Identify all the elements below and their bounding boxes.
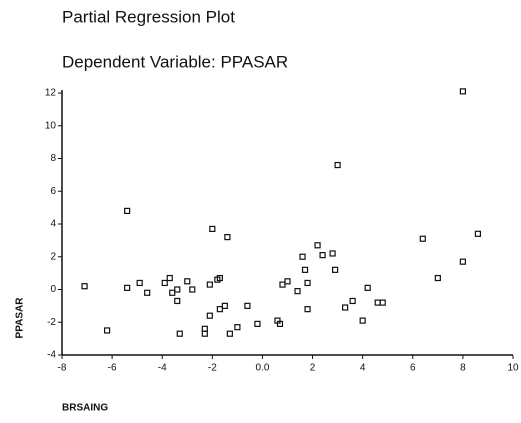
y-tick-label: 8 [50,153,56,164]
x-axis-label: BRSAING [62,403,108,414]
data-point [419,235,426,242]
y-tick-label: -4 [47,350,56,361]
x-tick-label: 10 [507,363,519,374]
data-point [169,289,176,296]
y-tick-label: 2 [50,251,56,262]
chart-subtitle: Dependent Variable: PPASAR [62,52,288,71]
data-point [299,253,306,260]
y-tick-label: 6 [50,186,56,197]
data-point [254,320,261,327]
data-point [124,207,131,214]
data-point [359,317,366,324]
data-point [459,258,466,265]
y-tick-label: 0 [50,284,56,295]
data-point [216,306,223,313]
data-point [206,281,213,288]
data-point [176,330,183,337]
x-tick-label: 8 [460,363,466,374]
data-point [301,266,309,273]
data-point [379,299,386,306]
data-point [224,234,231,241]
data-point [329,250,336,257]
x-tick-label: 2 [310,363,316,374]
data-point [294,288,301,295]
data-point [103,327,111,334]
x-tick-label: 6 [410,363,416,374]
x-tick-label: -6 [108,363,117,374]
data-point [209,225,216,233]
data-point [284,278,291,285]
data-point [304,306,311,313]
y-tick-label: 4 [50,219,56,230]
data-point [304,279,311,287]
x-tick-label: -8 [58,363,67,374]
data-point [161,279,168,287]
data-point [319,252,326,259]
data-point [474,230,482,237]
data-point [221,302,228,309]
data-point [314,242,321,249]
x-tick-label: -2 [208,363,217,374]
chart-title: Partial Regression Plot [62,7,235,26]
y-tick-label: 10 [45,120,57,131]
y-tick-label: 12 [45,88,57,99]
data-point [334,161,341,169]
data-point [216,274,223,282]
data-point [279,281,286,288]
data-point [434,274,441,282]
data-point [201,330,208,337]
data-point [174,286,181,293]
data-point [189,286,196,293]
data-point [136,279,143,287]
data-point [244,302,251,309]
data-point [201,325,208,332]
data-point [234,324,241,331]
y-axis-label: PPASAR [15,297,26,339]
data-point [374,299,381,306]
data-point [124,284,131,291]
data-point [206,312,213,319]
data-point [332,266,339,273]
data-point [166,274,173,282]
x-tick-label: 4 [360,363,366,374]
data-point [174,297,181,305]
data-point [226,330,233,337]
data-point [364,284,371,291]
data-point [81,283,88,290]
y-tick-label: -2 [47,317,56,328]
data-point [349,297,356,305]
data-point [184,278,191,285]
data-point [459,88,466,95]
data-point [342,304,349,311]
x-tick-label: -4 [158,363,167,374]
x-tick-label: 0.0 [255,363,269,374]
data-point [276,320,284,327]
data-point [144,289,151,296]
